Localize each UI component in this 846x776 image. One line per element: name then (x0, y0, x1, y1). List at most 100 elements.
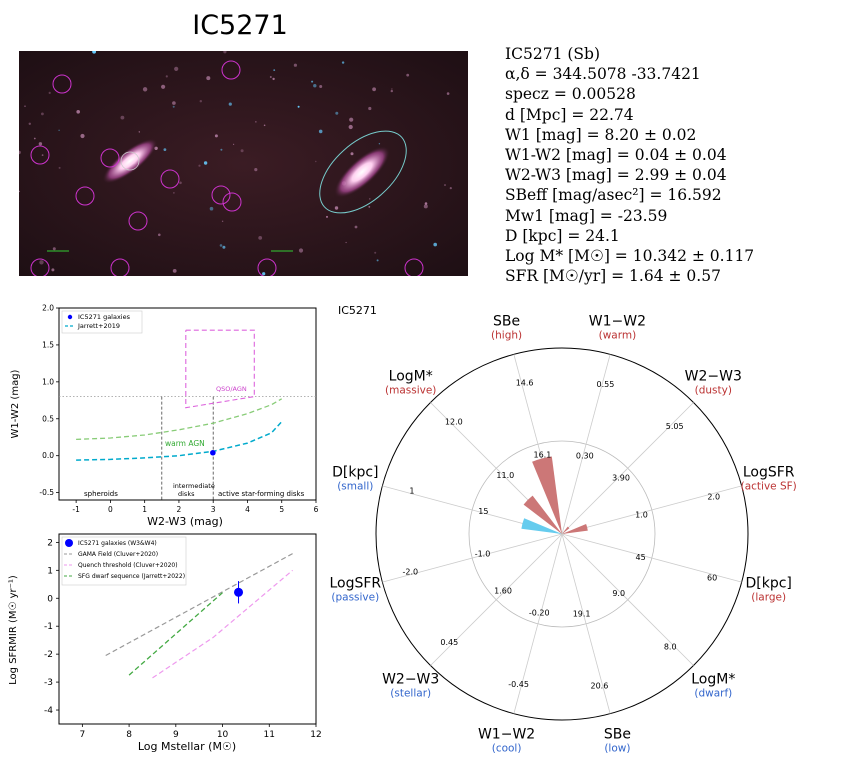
annotation-active-sf: active star-forming disks (218, 490, 305, 498)
radar-axis-sub: (cool) (492, 743, 522, 755)
y-tick-label: -1 (44, 622, 53, 632)
radar-wedge (562, 526, 570, 534)
star (272, 77, 275, 81)
legend-label: IC5271 galaxies (W3&W4) (78, 540, 157, 547)
legend-label: IC5271 galaxies (78, 313, 131, 321)
radar-axis-sub: (high) (491, 329, 522, 341)
info-line: W1-W2 [mag] = 0.04 ± 0.04 (505, 146, 727, 165)
star (92, 51, 96, 54)
radar-axis-sub: (dwarf) (694, 687, 732, 699)
radar-axis-sub: (warm) (599, 329, 637, 341)
radar-tick-label: 12.0 (445, 417, 463, 426)
star (222, 245, 226, 249)
x-tick-label: -1 (72, 505, 80, 514)
legend-label: GAMA Field (Cluver+2020) (78, 551, 158, 558)
radar-tick-label: 20.6 (590, 682, 608, 691)
star (209, 206, 214, 211)
star (142, 87, 148, 92)
annotation-qso: QSO/AGN (216, 385, 247, 393)
radar-spoke (561, 533, 694, 666)
radar-tick-label: 16.1 (533, 451, 551, 460)
star (258, 236, 263, 240)
star (219, 244, 223, 247)
sfg-dwarf-line (128, 592, 223, 676)
radar-tick-label: 15 (478, 507, 488, 516)
star (172, 101, 176, 105)
star (297, 105, 300, 108)
radar-wedge (532, 456, 562, 534)
star (446, 92, 450, 95)
y-tick-label: 1.5 (42, 340, 54, 349)
star (319, 85, 323, 88)
radar-tick-label: -2.0 (402, 567, 418, 576)
annotation-warm-agn: warm AGN (165, 439, 205, 448)
radar-tick-label: 11.0 (496, 471, 514, 480)
star (368, 106, 372, 111)
y-tick-label: 0.0 (42, 451, 54, 460)
radar-tick-label: 0.55 (596, 380, 614, 389)
star (255, 121, 257, 123)
star (76, 110, 80, 114)
radar-tick-label: -0.45 (508, 680, 529, 689)
annotation-spheroids: spheroids (84, 490, 118, 498)
radar-spoke (561, 485, 742, 535)
info-line: α,δ = 344.5078 -33.7421 (505, 65, 701, 84)
y-tick-label: 2.0 (42, 304, 54, 313)
radar-axis-name: LogSFR (330, 575, 381, 591)
star (214, 134, 218, 138)
radar-chart: IC5271 0.550.30W1−W2(warm)5.053.90W2−W3(… (330, 304, 797, 755)
star (28, 122, 31, 126)
star (52, 247, 56, 251)
star (424, 202, 428, 205)
radar-tick-label: 0.30 (576, 451, 594, 460)
star (263, 124, 266, 127)
star (233, 143, 235, 145)
radar-tick-label: 1 (409, 487, 414, 496)
qso-agn-box (185, 329, 255, 409)
x-tick-label: 7 (79, 730, 85, 740)
radar-tick-label: 19.1 (573, 610, 591, 619)
star (228, 102, 232, 106)
star (313, 84, 317, 88)
star (39, 260, 44, 265)
radar-axis-name: D[kpc] (745, 575, 791, 591)
star (165, 75, 168, 78)
legend: IC5271 galaxies Jarrett+2019 (61, 310, 143, 334)
x-tick-label: 9 (173, 730, 179, 740)
radar-axis-name: SBe (493, 313, 520, 329)
radar-wedge (521, 518, 562, 534)
radar-tick-label: 9.0 (612, 589, 625, 598)
galaxy-image (19, 51, 468, 276)
radar-tick-label: 45 (636, 553, 646, 562)
x-tick-label: 5 (279, 505, 284, 514)
annotation-intermediate: intermediate (173, 482, 215, 490)
star (172, 105, 175, 108)
legend-label: Quench threshold (Cluver+2020) (78, 562, 178, 569)
x-tick-label: 11 (264, 730, 275, 740)
y-axis-label: W1-W2 (mag) (10, 369, 21, 438)
star (378, 143, 381, 145)
star (269, 76, 272, 78)
star (433, 242, 438, 247)
info-line: W2-W3 [mag] = 2.99 ± 0.04 (505, 166, 727, 185)
star (334, 206, 339, 210)
y-tick-label: 0 (47, 594, 53, 604)
radar-axis-sub: (large) (751, 591, 786, 603)
radar-outer-ring (375, 347, 749, 721)
info-line: Log M* [M☉] = 10.342 ± 0.117 (505, 247, 755, 266)
jarrett-curve (76, 421, 283, 461)
info-line: IC5271 (Sb) (505, 45, 600, 63)
radar-spoke (513, 533, 563, 714)
radar-spoke (561, 402, 694, 535)
page-title: IC5271 (192, 10, 288, 41)
star (315, 160, 317, 163)
radar-inner-ring (468, 440, 656, 628)
star (240, 149, 244, 153)
info-line: Mw1 [mag] = -23.59 (505, 206, 668, 225)
radar-tick-label: -0.20 (529, 609, 550, 618)
radar-axis-sub: (passive) (331, 591, 379, 603)
radar-wedge (562, 524, 588, 534)
star (161, 84, 166, 89)
info-line: W1 [mag] = 8.20 ± 0.02 (505, 125, 697, 144)
